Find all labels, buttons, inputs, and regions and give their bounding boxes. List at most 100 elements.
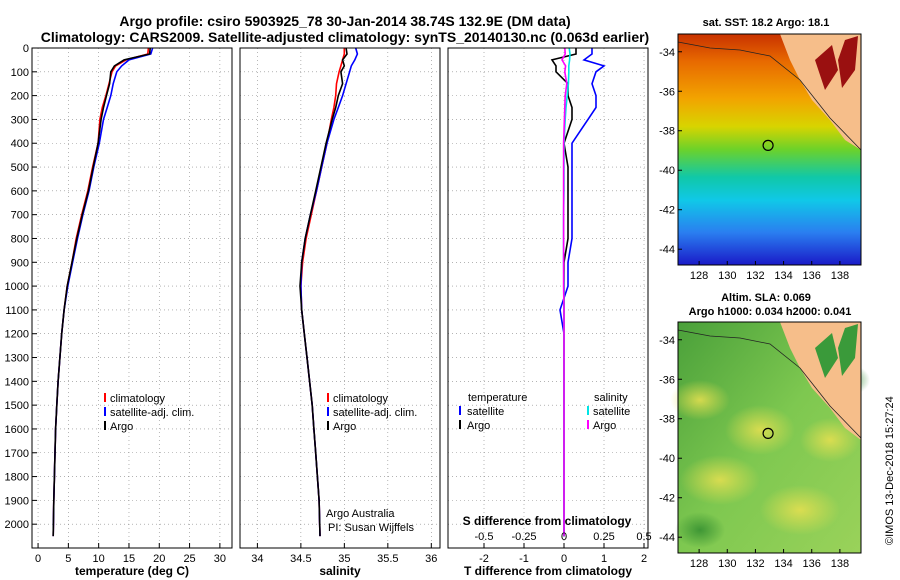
legend-label: Argo [110, 421, 133, 433]
x-axis-label: T difference from climatology [464, 564, 632, 578]
x-tick-label: 2 [641, 553, 647, 565]
sla-argo-marker [762, 427, 774, 439]
legend-label: satellite [467, 406, 504, 418]
map-x-tick-label: 136 [803, 558, 821, 570]
sla-map-subtitle: Argo h1000: 0.034 h2000: 0.041 [689, 306, 852, 318]
sst-gulf-east [838, 36, 858, 88]
map-x-tick-label: 128 [690, 558, 708, 570]
sst-coastline [677, 41, 862, 151]
x-tick-label: 5 [65, 553, 71, 565]
panel-frame [447, 47, 649, 549]
profile-panel-1: 34 34.5 35 35.5 36 salinity climatology satelli… [239, 47, 441, 578]
map-y-tick-label: -40 [659, 453, 675, 465]
map-y-tick-label: -42 [659, 205, 675, 217]
legend-label: satellite-adj. clim. [110, 407, 194, 419]
x-tick-label: 20 [153, 553, 165, 565]
panel-frame [31, 47, 233, 549]
map-x-tick-label: 136 [803, 270, 821, 282]
y-tick-label: 1000 [5, 281, 29, 293]
x-tick-label: 15 [123, 553, 135, 565]
sst-map: sat. SST: 18.2 Argo: 18.1 128 130 132 134 13… [659, 17, 862, 282]
map-x-tick-label: 138 [831, 558, 849, 570]
series-line [300, 48, 346, 537]
x-tick-label: 35 [338, 553, 350, 565]
sla-frame [677, 321, 862, 554]
y-tick-label: 1600 [5, 424, 29, 436]
y-tick-label: 1200 [5, 329, 29, 341]
series-line [561, 47, 568, 537]
map-x-tick-label: 130 [718, 270, 736, 282]
credit-pi: PI: Susan Wijffels [328, 522, 414, 534]
sst-frame [677, 33, 862, 266]
legend-group-title: temperature [468, 392, 527, 404]
sst-argo-marker [762, 139, 774, 151]
sla-map: Altim. SLA: 0.069 Argo h1000: 0.034 h200… [659, 292, 870, 570]
secondary-x-tick: 0 [561, 531, 567, 543]
sla-blob [800, 418, 860, 462]
series-line [300, 47, 359, 537]
sla-blob [725, 405, 795, 455]
map-y-tick-label: -38 [659, 414, 675, 426]
y-tick-label: 1700 [5, 448, 29, 460]
map-x-tick-label: 132 [746, 270, 764, 282]
x-tick-label: 30 [214, 553, 226, 565]
y-tick-label: 1800 [5, 472, 29, 484]
y-tick-label: 900 [11, 257, 29, 269]
secondary-x-tick: -0.25 [511, 531, 536, 543]
map-x-tick-label: 134 [774, 558, 792, 570]
x-tick-label: 35.5 [377, 553, 398, 565]
legend-label: Argo [333, 421, 356, 433]
profile-panel-0: 0 5 10 15 20 25 30 temperature (deg C) 0 100 200 30… [5, 43, 233, 578]
x-tick-label: 36 [425, 553, 437, 565]
sla-ticks: 128 130 132 134 136 138 -34 -36 -38 -40 -42 -44 [659, 335, 849, 570]
map-y-tick-label: -36 [659, 86, 675, 98]
sla-gulf [815, 333, 838, 378]
y-tick-label: 0 [23, 43, 29, 55]
map-y-tick-label: -42 [659, 493, 675, 505]
map-y-tick-label: -36 [659, 374, 675, 386]
series-line [299, 47, 348, 537]
legend-label: climatology [333, 393, 389, 405]
legend-group-title: salinity [594, 392, 628, 404]
y-tick-label: 500 [11, 162, 29, 174]
sla-map-title: Altim. SLA: 0.069 [721, 292, 811, 304]
x-tick-label: 34 [251, 553, 263, 565]
sla-coastline [677, 329, 862, 439]
legend-label: Argo [467, 420, 490, 432]
sla-blob [680, 455, 760, 505]
map-y-tick-label: -40 [659, 165, 675, 177]
y-tick-label: 2000 [5, 519, 29, 531]
header-title-line2: Climatology: CARS2009. Satellite-adjuste… [41, 29, 649, 45]
series-line [52, 47, 151, 537]
series-line [559, 48, 606, 537]
x-tick-label: -2 [479, 553, 489, 565]
y-tick-label: 400 [11, 138, 29, 150]
secondary-x-tick: 0.5 [636, 531, 651, 543]
map-x-tick-label: 138 [831, 270, 849, 282]
x-axis-label: temperature (deg C) [75, 564, 189, 578]
map-x-tick-label: 128 [690, 270, 708, 282]
map-y-tick-label: -34 [659, 47, 675, 59]
y-tick-label: 1900 [5, 495, 29, 507]
credit-argo-australia: Argo Australia [326, 508, 395, 520]
x-tick-label: 10 [93, 553, 105, 565]
x-tick-label: 0 [561, 553, 567, 565]
legend-label: Argo [593, 420, 616, 432]
panel-frame [239, 47, 441, 549]
sla-blob [670, 380, 730, 420]
sla-blob [760, 485, 840, 535]
legend-label: satellite-adj. clim. [333, 407, 417, 419]
y-tick-label: 700 [11, 210, 29, 222]
sla-blob [675, 512, 725, 548]
map-x-tick-label: 134 [774, 270, 792, 282]
credit-stamp: ©IMOS 13-Dec-2018 15:27:24 [884, 396, 896, 545]
legend-label: satellite [593, 406, 630, 418]
y-tick-label: 100 [11, 67, 29, 79]
sla-gulf-east [838, 324, 858, 376]
y-tick-label: 1100 [5, 305, 29, 317]
sst-map-title: sat. SST: 18.2 Argo: 18.1 [703, 17, 830, 29]
y-tick-label: 600 [11, 186, 29, 198]
map-y-tick-label: -38 [659, 126, 675, 138]
